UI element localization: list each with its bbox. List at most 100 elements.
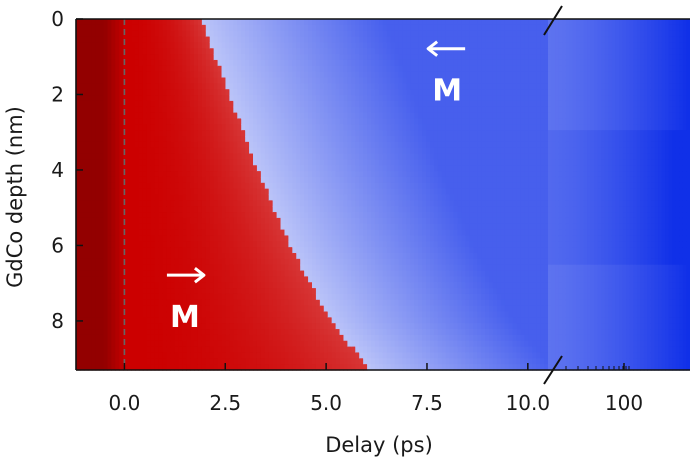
heatmap-cell — [170, 106, 175, 114]
heatmap-cell — [146, 217, 152, 225]
heatmap-cell — [327, 364, 333, 371]
heatmap-cell — [213, 270, 219, 277]
heatmap-cell — [296, 89, 301, 96]
heatmap-cell — [394, 253, 400, 260]
heatmap-cell — [284, 95, 289, 102]
heatmap-cell — [347, 241, 352, 248]
heatmap-cell — [304, 42, 309, 49]
heatmap-cell — [249, 311, 254, 318]
heatmap-cell — [374, 112, 380, 120]
heatmap-cell — [339, 334, 345, 342]
heatmap-cell — [205, 206, 211, 213]
heatmap-cell — [76, 358, 81, 365]
heatmap-cell — [76, 77, 81, 84]
heatmap-cell — [308, 194, 313, 201]
heatmap-cell — [99, 229, 105, 237]
heatmap-cell — [398, 217, 404, 225]
heatmap-cell — [327, 118, 333, 125]
heatmap-cell — [284, 352, 289, 359]
heatmap-cell — [225, 223, 230, 231]
heatmap-cell — [398, 124, 404, 131]
heatmap-cell — [95, 247, 101, 254]
heatmap-cell — [398, 153, 404, 160]
heatmap-cell — [233, 317, 238, 324]
heatmap-cell — [119, 100, 124, 108]
heatmap-cell — [174, 329, 179, 336]
heatmap-cell — [166, 288, 171, 295]
heatmap-cell — [331, 317, 337, 324]
heatmap-cell — [127, 124, 132, 131]
heatmap-cell — [201, 217, 207, 225]
heatmap-cell — [367, 136, 372, 143]
heatmap-cell — [296, 258, 301, 266]
heatmap-cell — [87, 270, 93, 277]
heatmap-cell — [264, 334, 270, 342]
heatmap-cell — [315, 42, 321, 49]
heatmap-cell — [371, 317, 376, 324]
heatmap-cell — [249, 217, 254, 225]
heatmap-cell — [276, 118, 282, 125]
heatmap-cell — [194, 95, 199, 102]
heatmap-cell — [131, 165, 136, 172]
heatmap-cell — [343, 352, 348, 359]
heatmap-cell — [288, 42, 293, 49]
heatmap-cell — [335, 65, 341, 73]
heatmap-cell — [205, 305, 211, 313]
heatmap-cell — [213, 95, 219, 102]
heatmap-cell — [268, 77, 274, 84]
heatmap-cell — [382, 299, 388, 307]
heatmap-cell — [276, 334, 282, 342]
heatmap-cell — [99, 258, 105, 266]
heatmap-cell — [225, 71, 230, 79]
heatmap-cell — [386, 95, 392, 102]
heatmap-cell — [190, 352, 195, 359]
heatmap-cell — [174, 100, 179, 108]
heatmap-cell — [158, 299, 164, 307]
heatmap-cell — [339, 329, 345, 336]
heatmap-cell — [142, 206, 148, 213]
heatmap-cell — [276, 171, 282, 178]
heatmap-cell — [76, 24, 81, 32]
heatmap-cell — [119, 200, 124, 207]
heatmap-cell — [135, 71, 140, 79]
heatmap-cell — [158, 212, 164, 219]
heatmap-cell — [386, 124, 392, 131]
heatmap-cell — [115, 54, 120, 61]
heatmap-cell — [300, 299, 305, 307]
heatmap-cell — [327, 48, 333, 55]
heatmap-cell — [197, 59, 203, 67]
heatmap-cell — [292, 165, 297, 172]
heatmap-cell — [378, 19, 384, 26]
heatmap-cell — [292, 364, 297, 371]
heatmap-cell — [374, 247, 380, 254]
heatmap-cell — [312, 288, 317, 295]
heatmap-cell — [253, 54, 258, 61]
heatmap-cell — [201, 141, 207, 149]
heatmap-cell — [249, 89, 254, 96]
heatmap-cell — [300, 83, 305, 90]
heatmap-cell — [359, 334, 364, 342]
heatmap-cell — [209, 54, 215, 61]
heatmap-cell — [308, 165, 313, 172]
heatmap-cell — [304, 276, 309, 283]
heatmap-cell — [241, 253, 246, 260]
heatmap-cell — [335, 136, 341, 143]
heatmap-cell — [374, 30, 380, 38]
heatmap-cell — [237, 288, 242, 295]
heatmap-cell — [201, 212, 207, 219]
heatmap-cell — [253, 305, 258, 313]
heatmap-cell — [221, 147, 227, 155]
heatmap-cell — [296, 165, 301, 172]
heatmap-cell — [205, 217, 211, 225]
heatmap-cell — [217, 19, 223, 26]
heatmap-cell — [237, 30, 242, 38]
heatmap-cell — [390, 323, 396, 330]
heatmap-cell — [225, 241, 230, 248]
heatmap-cell — [213, 241, 219, 248]
heatmap-cell — [327, 176, 333, 184]
heatmap-cell — [390, 24, 396, 32]
heatmap-cell — [178, 223, 183, 231]
heatmap-cell — [87, 24, 93, 32]
heatmap-cell — [272, 276, 278, 283]
heatmap-cell — [315, 317, 321, 324]
